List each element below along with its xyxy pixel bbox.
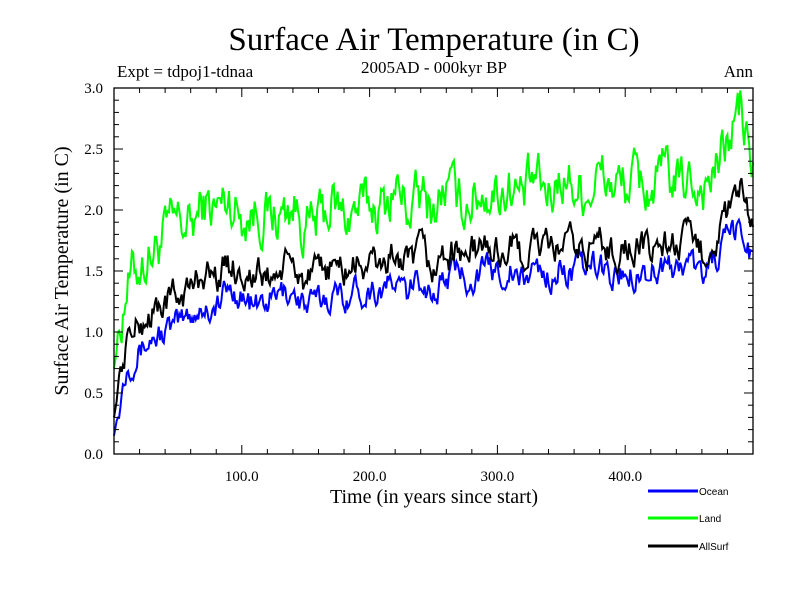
x-tick-label: 100.0 — [225, 469, 259, 485]
series-line-allsurf — [113, 177, 754, 418]
legend: Ocean Land AllSurf — [648, 487, 729, 553]
legend-label: AllSurf — [699, 542, 729, 553]
season-label: Ann — [724, 62, 754, 81]
plot-frame — [113, 87, 754, 455]
series-layer — [113, 90, 754, 436]
y-tick-label: 2.0 — [84, 203, 103, 219]
experiment-label: Expt = tdpoj1-tdnaa — [117, 62, 254, 81]
chart-subtitle: 2005AD - 000kyr BP — [361, 58, 507, 77]
y-tick-label: 3.0 — [84, 81, 103, 97]
x-tick-label: 300.0 — [481, 469, 515, 485]
x-tick-label: 200.0 — [353, 469, 387, 485]
chart-title: Surface Air Temperature (in C) — [228, 22, 639, 58]
series-line-ocean — [113, 217, 753, 436]
x-axis-label: Time (in years since start) — [330, 486, 538, 508]
y-tick-label: 1.0 — [84, 325, 103, 341]
y-axis-label: Surface Air Temperature (in C) — [51, 146, 73, 395]
series-line-land — [113, 90, 754, 369]
y-tick-label: 1.5 — [84, 264, 103, 280]
y-tick-label: 0.0 — [84, 447, 103, 463]
y-tick-label: 0.5 — [84, 386, 103, 402]
legend-label: Ocean — [699, 487, 728, 498]
y-tick-label: 2.5 — [84, 142, 103, 158]
legend-item-allsurf: AllSurf — [648, 542, 729, 553]
legend-item-ocean: Ocean — [648, 487, 728, 498]
legend-item-land: Land — [648, 514, 721, 525]
ticks-layer: 100.0 200.0 300.0 400.0 0.0 0.5 1.0 1.5 2.0 2.5 3.… — [84, 81, 753, 485]
x-tick-label: 400.0 — [608, 469, 642, 485]
legend-label: Land — [699, 514, 721, 525]
